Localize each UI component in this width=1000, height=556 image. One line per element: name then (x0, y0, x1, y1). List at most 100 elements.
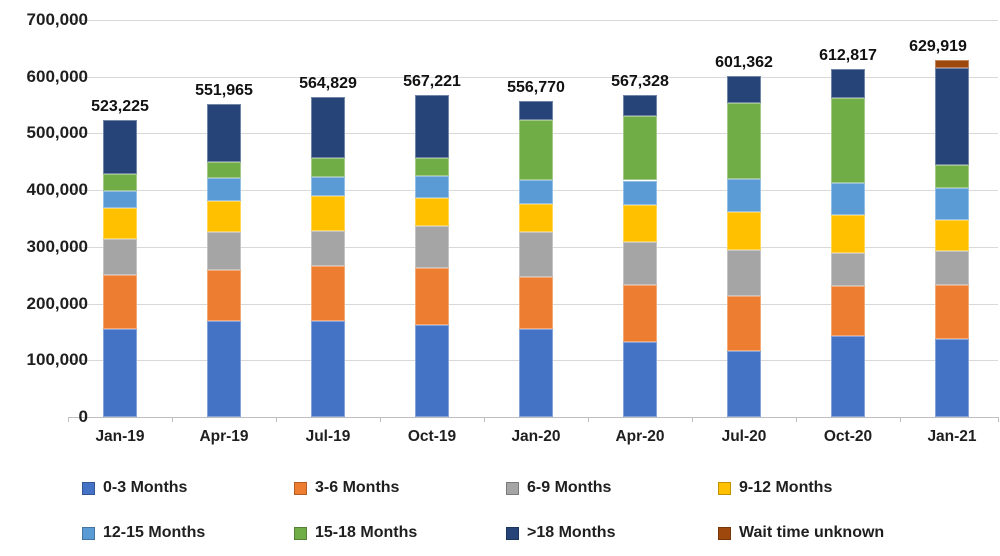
bar-segment (623, 95, 657, 117)
bar-segment (207, 320, 241, 417)
bar-segment (519, 276, 553, 330)
x-axis-tick-label: Jul-20 (721, 428, 767, 445)
bar-segment (311, 96, 345, 159)
bar-segment (727, 296, 761, 351)
bar-total-label: 551,965 (195, 81, 253, 99)
bar-segment (831, 183, 865, 216)
bar-total-label: 567,221 (403, 73, 461, 91)
bar-segment (623, 241, 657, 286)
bar-segment (831, 335, 865, 417)
bar-segment (415, 324, 449, 417)
y-axis-tick-label: 600,000 (26, 66, 88, 86)
legend-swatch (82, 481, 95, 495)
x-axis-tick (692, 417, 693, 422)
legend-swatch (82, 526, 95, 540)
bar-segment (935, 284, 969, 340)
bar-segment (103, 239, 137, 275)
bar-segment (935, 164, 969, 188)
x-axis-tick-label: Apr-20 (615, 428, 665, 445)
bar-segment (519, 120, 553, 180)
gridline (68, 20, 998, 21)
legend-label: >18 Months (527, 524, 616, 541)
bar-segment (103, 174, 137, 192)
bar-segment (207, 103, 241, 163)
legend-swatch (294, 481, 307, 495)
legend-label: 15-18 Months (315, 524, 418, 541)
legend-label: 6-9 Months (527, 479, 612, 496)
bar-segment (727, 212, 761, 250)
bar-segment (103, 191, 137, 209)
bar-segment (727, 249, 761, 297)
legend-swatch (294, 526, 307, 540)
bar-segment (935, 339, 969, 417)
legend-swatch (718, 481, 731, 495)
x-axis-tick (172, 417, 173, 422)
x-axis-tick (796, 417, 797, 422)
bar-segment (935, 67, 969, 165)
x-axis-tick-label: Oct-20 (823, 428, 873, 445)
legend-label: 3-6 Months (315, 479, 400, 496)
bar-total-label: 564,829 (299, 74, 357, 92)
bar-segment (831, 215, 865, 254)
x-axis-tick (276, 417, 277, 422)
x-axis-tick (588, 417, 589, 422)
bar-segment (727, 179, 761, 213)
legend-label: Wait time unknown (739, 524, 885, 541)
bar-segment (727, 103, 761, 180)
bar-segment (727, 350, 761, 417)
bar-segment (519, 329, 553, 417)
bar-segment (935, 220, 969, 251)
gridline (68, 76, 998, 78)
bar-segment (831, 253, 865, 286)
y-axis-tick-label: 200,000 (26, 293, 88, 313)
bar-total-label: 629,919 (909, 37, 967, 55)
legend-item: >18 Months (506, 524, 616, 541)
bar-segment (207, 270, 241, 321)
x-axis-tick (380, 417, 381, 422)
bar-segment (207, 177, 241, 201)
bar-segment (519, 179, 553, 204)
bar-segment (623, 180, 657, 206)
bar-total-label: 601,362 (715, 53, 773, 71)
x-axis-tick (900, 417, 901, 422)
bar-segment (831, 285, 865, 336)
x-axis-tick-label: Apr-19 (199, 428, 249, 445)
x-axis-tick-label: Oct-19 (407, 428, 457, 445)
y-axis-tick-label: 500,000 (26, 123, 88, 143)
legend-item: 0-3 Months (82, 479, 187, 496)
y-axis-tick-label: 0 (78, 407, 88, 426)
bar-segment (623, 205, 657, 242)
bar-total-label: 556,770 (507, 79, 565, 97)
bar-segment (311, 320, 345, 417)
bar-segment (623, 116, 657, 181)
bar-segment (103, 208, 137, 240)
bar-segment (311, 230, 345, 266)
bar-segment (311, 176, 345, 197)
x-axis-tick (484, 417, 485, 422)
bar-segment (935, 187, 969, 221)
y-axis-tick-label: 700,000 (26, 10, 88, 29)
bar-segment (415, 225, 449, 269)
bar-total-label: 523,225 (91, 98, 149, 116)
bar-segment (207, 232, 241, 271)
bar-segment (623, 285, 657, 343)
gridline (68, 417, 998, 418)
bar-segment (831, 69, 865, 98)
legend-swatch (506, 481, 519, 495)
bar-segment (103, 274, 137, 329)
x-axis-tick-label: Jan-19 (95, 428, 145, 445)
bar-total-label: 612,817 (819, 47, 877, 65)
legend-label: 12-15 Months (103, 524, 206, 541)
bar-segment (727, 75, 761, 104)
y-axis-tick-label: 400,000 (26, 180, 88, 200)
bar-segment (519, 101, 553, 121)
bar-segment (311, 158, 345, 177)
legend-item: 12-15 Months (82, 524, 206, 541)
bar-segment (207, 162, 241, 178)
x-axis-tick-label: Jan-21 (927, 428, 977, 445)
legend-item: 6-9 Months (506, 479, 612, 496)
bar-segment (311, 265, 345, 321)
bar-segment (519, 231, 553, 277)
y-axis-tick-label: 100,000 (26, 350, 88, 370)
